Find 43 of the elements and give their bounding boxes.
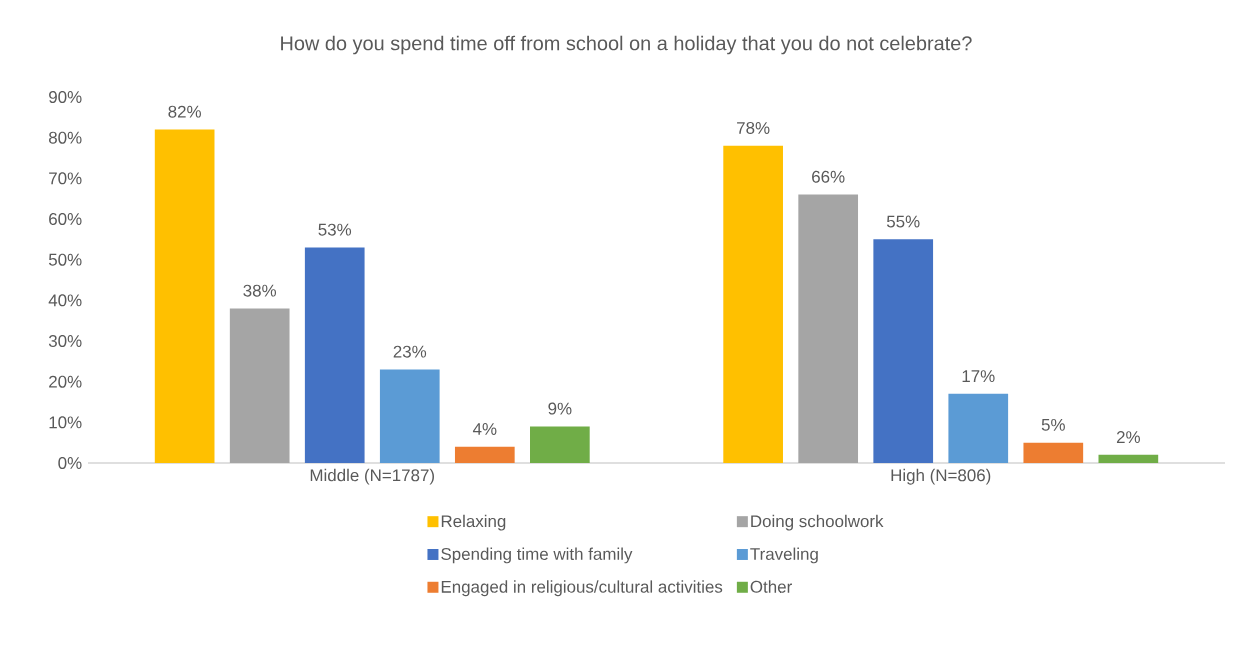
y-tick-label: 30% <box>48 335 82 347</box>
legend-label: Other <box>750 580 792 593</box>
bar <box>1098 454 1159 463</box>
legend-label: Doing schoolwork <box>751 514 884 531</box>
y-tick-label: 80% <box>48 131 82 144</box>
data-label: 4% <box>472 423 497 435</box>
data-label: 78% <box>737 121 770 134</box>
bar <box>379 369 440 463</box>
data-label: 82% <box>168 105 201 118</box>
data-label: 5% <box>1041 418 1065 431</box>
y-tick-label: 90% <box>49 91 82 103</box>
chart-title: How do you spend time off from school on a holiday that you do not celebrate? <box>281 35 972 55</box>
data-label: 17% <box>962 370 995 383</box>
legend-label: Traveling <box>750 547 818 564</box>
y-tick-label: 60% <box>49 213 82 225</box>
legend-label: Relaxing <box>441 514 506 531</box>
data-label: 2% <box>1116 431 1140 444</box>
bar <box>723 145 783 463</box>
data-label: 53% <box>318 223 352 236</box>
bar <box>304 247 365 463</box>
legend-label: Engaged in religious/cultural activities <box>441 580 723 597</box>
x-tick-label: Middle (N=1787) <box>310 468 434 485</box>
data-label: 38% <box>243 284 277 297</box>
bar <box>454 446 515 463</box>
bar <box>1023 442 1084 463</box>
data-label: 55% <box>886 215 920 228</box>
y-tick-label: 10% <box>49 416 82 429</box>
bar <box>154 129 215 463</box>
x-tick-label: High (N=806) <box>891 468 991 485</box>
bar <box>873 239 934 463</box>
y-tick-label: 50% <box>48 253 82 266</box>
legend-label: Spending time with family <box>441 547 633 564</box>
y-tick-label: 70% <box>49 172 82 185</box>
y-tick-label: 40% <box>48 294 82 307</box>
data-label: 66% <box>812 170 845 183</box>
y-tick-label: 20% <box>49 375 82 388</box>
bar <box>229 308 290 463</box>
data-label: 9% <box>548 402 572 415</box>
data-label: 23% <box>393 345 427 358</box>
bar <box>530 426 590 463</box>
bar <box>798 194 859 463</box>
y-tick-label: 0% <box>58 457 82 469</box>
bar <box>948 393 1009 463</box>
